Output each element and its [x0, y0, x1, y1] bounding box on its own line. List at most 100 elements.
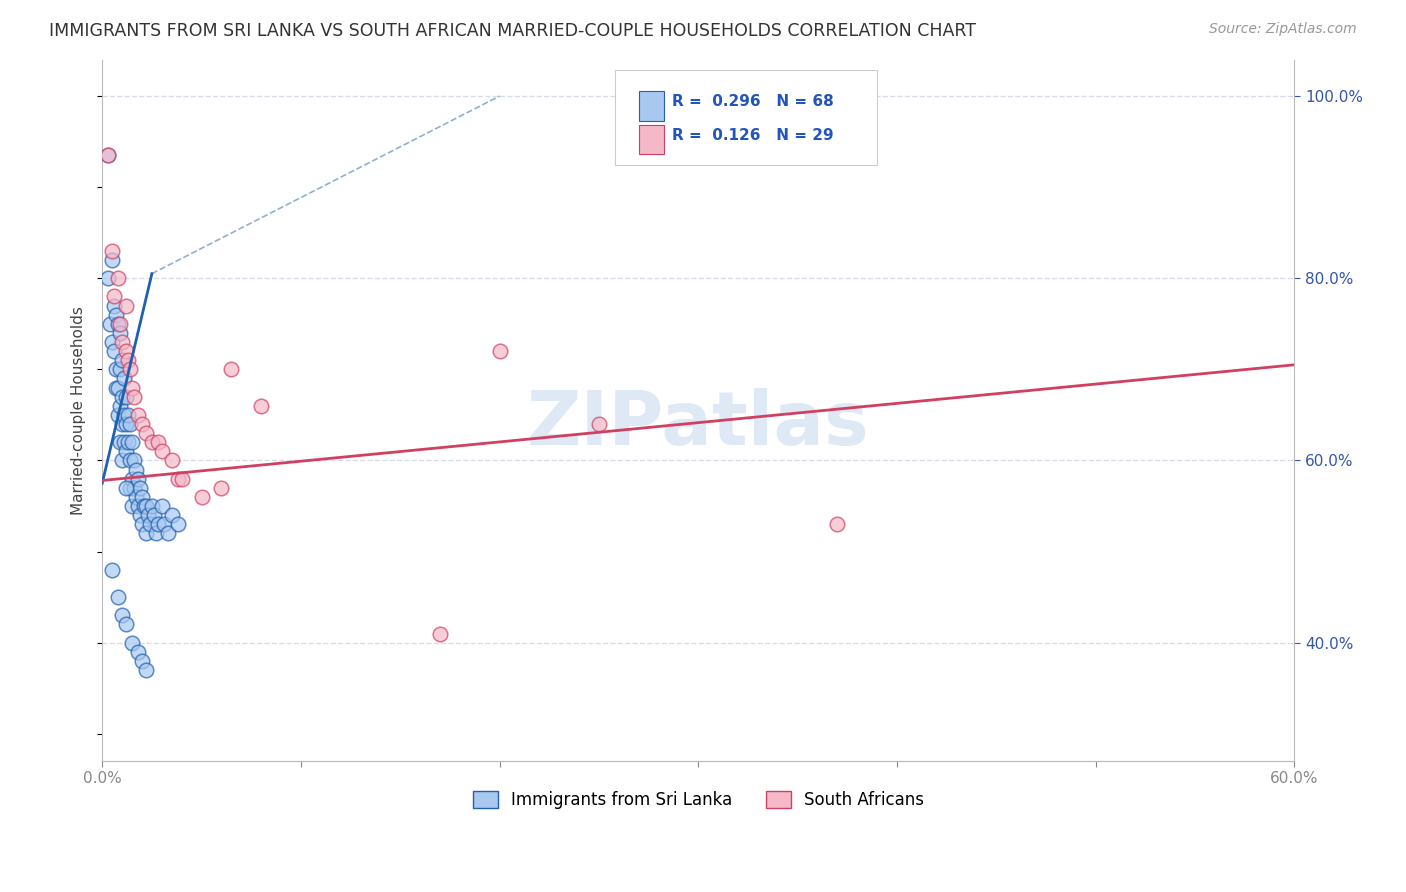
Point — [132, 499, 155, 513]
Point — [115, 344, 138, 359]
Point — [108, 317, 131, 331]
Point — [129, 481, 152, 495]
Point — [145, 526, 167, 541]
Point — [127, 645, 149, 659]
Point — [103, 344, 125, 359]
Point — [118, 417, 141, 431]
FancyBboxPatch shape — [638, 91, 665, 120]
Point — [125, 490, 148, 504]
Point — [105, 380, 128, 394]
Point — [117, 353, 139, 368]
Point — [117, 435, 139, 450]
Point — [121, 435, 143, 450]
Point — [160, 453, 183, 467]
Point — [129, 508, 152, 522]
Point — [105, 362, 128, 376]
Point — [115, 417, 138, 431]
Point — [131, 517, 153, 532]
Point — [118, 362, 141, 376]
Point — [221, 362, 243, 376]
Point — [111, 453, 134, 467]
Point — [127, 472, 149, 486]
Point — [108, 399, 131, 413]
Point — [105, 308, 128, 322]
Point — [166, 517, 188, 532]
Point — [108, 362, 131, 376]
Point — [209, 481, 232, 495]
Point — [97, 148, 120, 162]
Text: ZIPatlas: ZIPatlas — [527, 388, 870, 461]
Point — [166, 472, 188, 486]
Point — [118, 481, 141, 495]
Point — [121, 499, 143, 513]
Point — [127, 408, 149, 422]
Point — [141, 435, 163, 450]
Point — [142, 508, 165, 522]
Point — [190, 490, 212, 504]
Point — [122, 390, 145, 404]
Point — [107, 380, 129, 394]
Text: R =  0.126   N = 29: R = 0.126 N = 29 — [672, 128, 834, 143]
Point — [135, 499, 157, 513]
Point — [103, 289, 125, 303]
Point — [107, 271, 129, 285]
FancyBboxPatch shape — [614, 70, 877, 165]
Point — [150, 499, 173, 513]
Point — [135, 663, 157, 677]
Text: R =  0.296   N = 68: R = 0.296 N = 68 — [672, 95, 834, 109]
Point — [111, 608, 134, 623]
Point — [115, 299, 138, 313]
Point — [146, 517, 169, 532]
Legend: Immigrants from Sri Lanka, South Africans: Immigrants from Sri Lanka, South African… — [465, 784, 931, 816]
Point — [136, 508, 159, 522]
Point — [108, 326, 131, 340]
Point — [127, 499, 149, 513]
Point — [250, 399, 273, 413]
Point — [156, 526, 179, 541]
Point — [107, 317, 129, 331]
Point — [121, 635, 143, 649]
Point — [97, 148, 120, 162]
Point — [111, 334, 134, 349]
Point — [111, 417, 134, 431]
Point — [112, 371, 135, 385]
Point — [97, 271, 120, 285]
Point — [101, 563, 124, 577]
Point — [122, 481, 145, 495]
Point — [122, 453, 145, 467]
Point — [141, 499, 163, 513]
Point — [135, 426, 157, 441]
Point — [112, 408, 135, 422]
Point — [101, 244, 124, 258]
Point — [115, 481, 138, 495]
Point — [117, 408, 139, 422]
Point — [115, 390, 138, 404]
Y-axis label: Married-couple Households: Married-couple Households — [72, 306, 86, 515]
Text: Source: ZipAtlas.com: Source: ZipAtlas.com — [1209, 22, 1357, 37]
Point — [588, 417, 610, 431]
Point — [153, 517, 176, 532]
Point — [827, 517, 849, 532]
Point — [150, 444, 173, 458]
Point — [131, 490, 153, 504]
Point — [139, 517, 162, 532]
Point — [146, 435, 169, 450]
Point — [118, 453, 141, 467]
Point — [112, 435, 135, 450]
Point — [131, 654, 153, 668]
Point — [108, 435, 131, 450]
Point — [121, 472, 143, 486]
Point — [488, 344, 510, 359]
FancyBboxPatch shape — [638, 125, 665, 154]
Point — [101, 334, 124, 349]
Point — [115, 444, 138, 458]
Point — [111, 390, 134, 404]
Text: IMMIGRANTS FROM SRI LANKA VS SOUTH AFRICAN MARRIED-COUPLE HOUSEHOLDS CORRELATION: IMMIGRANTS FROM SRI LANKA VS SOUTH AFRIC… — [49, 22, 976, 40]
Point — [107, 408, 129, 422]
Point — [125, 462, 148, 476]
Point — [103, 299, 125, 313]
Point — [429, 626, 451, 640]
Point — [131, 417, 153, 431]
Point — [111, 353, 134, 368]
Point — [98, 317, 121, 331]
